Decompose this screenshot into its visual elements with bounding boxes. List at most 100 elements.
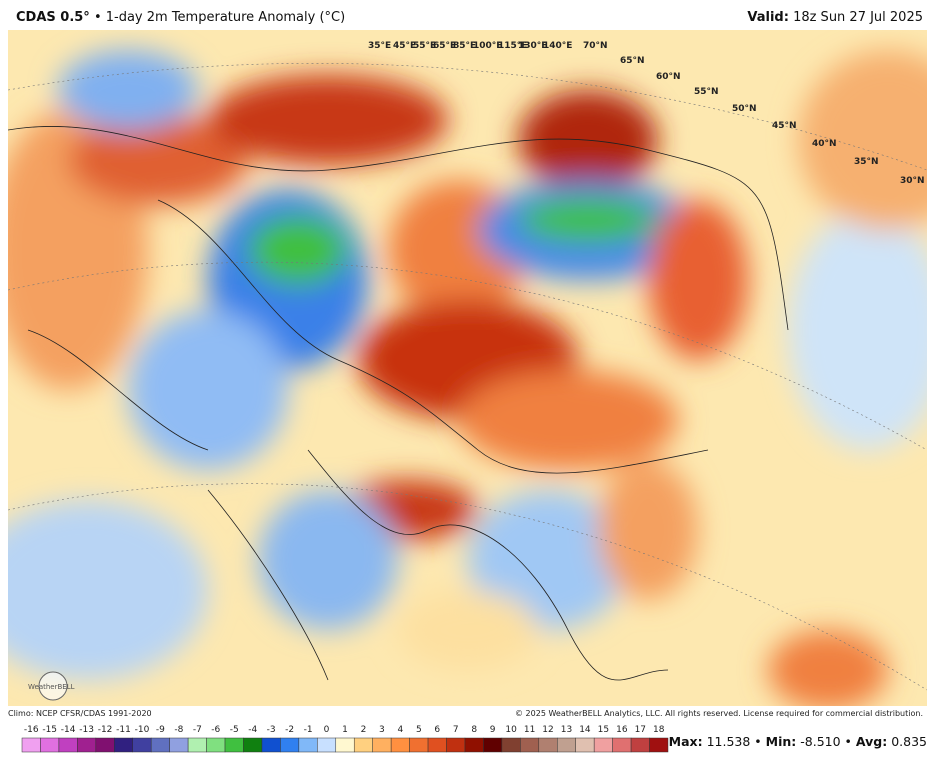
colorbar-swatch [58, 737, 78, 753]
colorbar-label: -14 [61, 725, 76, 735]
colorbar-label: 15 [598, 725, 609, 735]
colorbar-swatch [630, 737, 650, 753]
lon-label: 45°E [393, 41, 416, 51]
valid: Valid: 18z Sun 27 Jul 2025 [747, 10, 923, 25]
colorbar-label: -5 [230, 725, 239, 735]
colorbar-swatch [427, 737, 447, 753]
lat-label: 40°N [812, 139, 837, 149]
colorbar-swatch [372, 737, 392, 753]
colorbar-swatch [280, 737, 300, 753]
colorbar-swatch [649, 737, 669, 753]
lat-label: 45°N [772, 121, 797, 131]
colorbar-swatch [150, 737, 170, 753]
colorbar-swatch [95, 737, 115, 753]
colorbar-label: -13 [79, 725, 94, 735]
colorbar-swatch [353, 737, 373, 753]
colorbar-swatch [335, 737, 355, 753]
lat-label: 70°N [583, 41, 608, 51]
colorbar-swatch [317, 737, 337, 753]
lon-label: 55°E [413, 41, 436, 51]
colorbar-label: -3 [267, 725, 276, 735]
colorbar-swatch [390, 737, 410, 753]
colorbar-label: 13 [561, 725, 572, 735]
colorbar-label: 9 [490, 725, 496, 735]
lat-label: 30°N [900, 176, 925, 186]
logo [38, 671, 68, 701]
stats: Max: 11.538 • Min: -8.510 • Avg: 0.835 [668, 734, 927, 749]
colorbar-label: 7 [453, 725, 459, 735]
colorbar-label: 8 [471, 725, 477, 735]
colorbar-label: 3 [379, 725, 385, 735]
colorbar-label: -8 [174, 725, 183, 735]
colorbar-label: 17 [635, 725, 646, 735]
colorbar-label: 12 [542, 725, 553, 735]
climo: Climo: NCEP CFSR/CDAS 1991-2020 [8, 709, 152, 718]
lon-label: 130°E [518, 41, 547, 51]
colorbar-swatch [187, 737, 207, 753]
colorbar-swatch [21, 737, 41, 753]
colorbar-label: 18 [653, 725, 665, 735]
colorbar-label: -9 [156, 725, 165, 735]
colorbar-label: 4 [398, 725, 404, 735]
colorbar-label: -11 [116, 725, 131, 735]
colorbar-swatch [77, 737, 97, 753]
lon-label: 115°E [498, 41, 527, 51]
colorbar-swatch [114, 737, 133, 753]
lon-label: 100°E [473, 41, 502, 51]
title: CDAS 0.5° • 1-day 2m Temperature Anomaly… [16, 10, 346, 25]
colorbar-swatch [206, 737, 226, 753]
colorbar-swatch [298, 737, 318, 753]
lon-label: 85°E [453, 41, 476, 51]
colorbar-label: 11 [524, 725, 535, 735]
lon-label: 140°E [543, 41, 572, 51]
colorbar-swatch [40, 737, 60, 753]
colorbar-label: 1 [342, 725, 348, 735]
colorbar-label: -10 [135, 725, 150, 735]
copyright: © 2025 WeatherBELL Analytics, LLC. All r… [515, 709, 923, 718]
colorbar-swatch [501, 737, 521, 753]
colorbar-swatch [409, 737, 429, 753]
lat-label: 35°N [854, 157, 879, 167]
lat-label: 60°N [656, 72, 681, 82]
colorbar-label: -4 [248, 725, 257, 735]
colorbar-label: 14 [579, 725, 591, 735]
colorbar-label: -16 [24, 725, 39, 735]
colorbar-swatch [464, 737, 484, 753]
colorbar-swatch [593, 737, 613, 753]
logo-text: WeatherBELL [28, 683, 75, 691]
colorbar: -16 -15 -14 -13 -12 -11 -10 -9 -8 -7 -6 -5 -4 -3 -2 -1 0… [21, 725, 669, 753]
colorbar-swatch [538, 737, 558, 753]
colorbar-label: 2 [361, 725, 367, 735]
colorbar-label: 10 [505, 725, 517, 735]
lat-label: 55°N [694, 87, 719, 97]
colorbar-label: -6 [211, 725, 220, 735]
colorbar-swatch [557, 737, 576, 753]
colorbar-label: 5 [416, 725, 422, 735]
map: 35°E 45°E 55°E 65°E 85°E 100°E 115°E 130… [8, 30, 927, 706]
colorbar-label: -15 [42, 725, 57, 735]
colorbar-label: -2 [285, 725, 294, 735]
lat-label: 50°N [732, 104, 757, 114]
colorbar-swatch [483, 737, 503, 753]
colorbar-swatch [224, 737, 244, 753]
colorbar-swatch [243, 737, 263, 753]
graticule [8, 63, 927, 691]
colorbar-label: -12 [98, 725, 113, 735]
colorbar-label: 6 [434, 725, 440, 735]
colorbar-label: -1 [304, 725, 313, 735]
colorbar-label: -7 [193, 725, 202, 735]
colorbar-label: 0 [324, 725, 330, 735]
header: CDAS 0.5° • 1-day 2m Temperature Anomaly… [8, 8, 927, 28]
borders [8, 126, 789, 681]
colorbar-swatch [261, 737, 281, 753]
colorbar-swatch [612, 737, 632, 753]
colorbar-swatch [132, 737, 152, 753]
colorbar-swatch [575, 737, 595, 753]
lon-label: 65°E [433, 41, 456, 51]
colorbar-swatch [520, 737, 540, 753]
lat-label: 65°N [620, 56, 645, 66]
colorbar-label: 16 [616, 725, 628, 735]
colorbar-swatch [169, 737, 189, 753]
colorbar-swatch [446, 737, 466, 753]
